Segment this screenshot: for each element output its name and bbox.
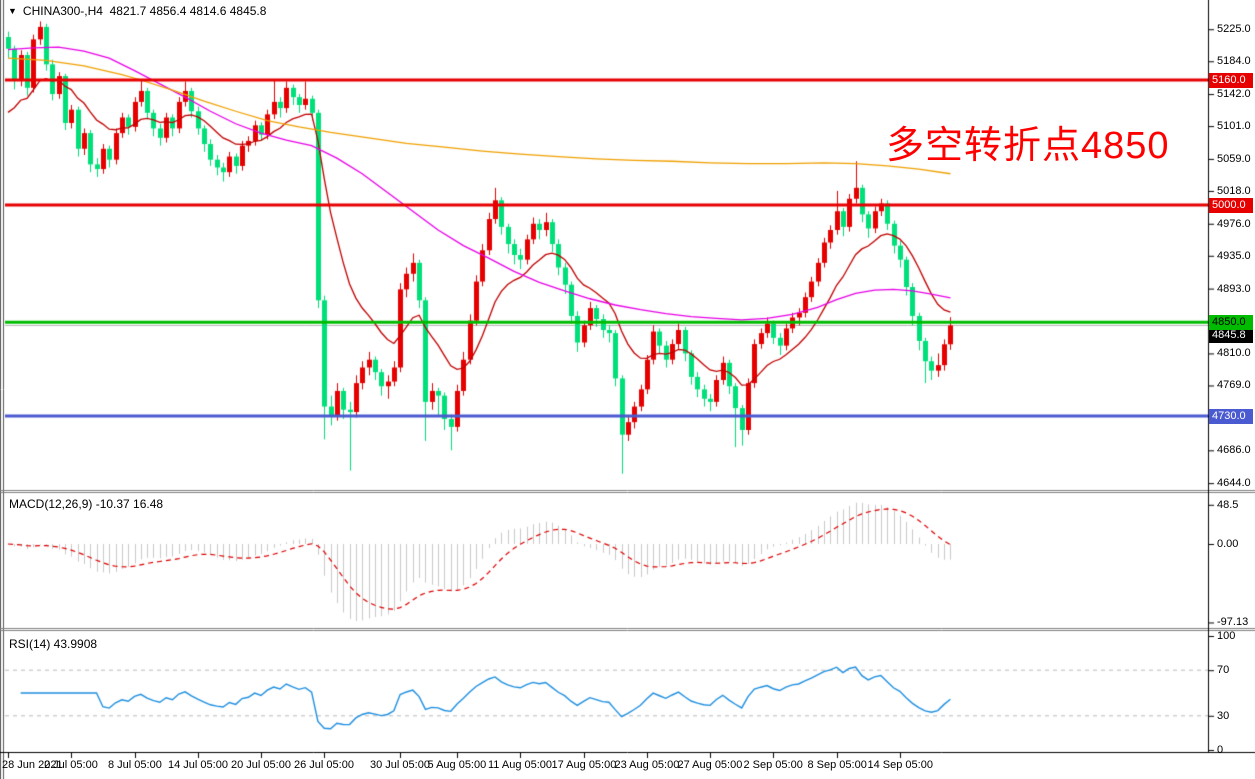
time-axis-label: 2 Sep 05:00: [743, 759, 803, 771]
y-axis-label: 5184.0: [1217, 55, 1251, 68]
macd-axis-label: 48.5: [1217, 498, 1239, 511]
y-axis-label: 4976.0: [1217, 217, 1251, 230]
price-level-badge-5160: 5160.0: [1209, 73, 1253, 88]
rsi-axis-label: 0: [1217, 744, 1224, 756]
annotation-text: 多空转折点4850: [886, 125, 1170, 167]
price-level-badge-4850: 4850.0: [1209, 315, 1253, 330]
time-axis-label: 11 Aug 05:00: [488, 759, 553, 771]
time-axis-label: 28 Jun 2021: [2, 759, 63, 771]
y-axis-label: 5225.0: [1217, 23, 1251, 36]
time-axis-label: 5 Aug 05:00: [427, 759, 487, 771]
time-axis-label: 14 Jul 05:00: [168, 759, 228, 771]
y-axis-label: 5059.0: [1217, 152, 1251, 165]
rsi-axis-label: 70: [1217, 664, 1230, 677]
ohlc-values: 4821.7 4856.4 4814.6 4845.8: [109, 4, 267, 18]
rsi-axis-label: 30: [1217, 709, 1230, 722]
y-axis-label: 4769.0: [1217, 379, 1251, 392]
time-axis-label: 8 Sep 05:00: [807, 759, 867, 771]
time-axis-label: 2 Jul 05:00: [44, 759, 98, 771]
y-axis-label: 4810.0: [1217, 347, 1251, 360]
y-axis-label: 5101.0: [1217, 120, 1251, 133]
y-axis-label: 4893.0: [1217, 282, 1251, 295]
price-level-badge-5000: 5000.0: [1209, 198, 1253, 213]
chevron-down-icon[interactable]: ▼: [8, 6, 17, 16]
price-level-badge-4730: 4730.0: [1209, 409, 1253, 424]
macd-axis-label: 0.00: [1217, 538, 1239, 550]
macd-indicator-label: MACD(12,26,9) -10.37 16.48: [9, 497, 164, 511]
time-axis-label: 27 Aug 05:00: [677, 759, 743, 771]
y-axis-label: 4644.0: [1217, 477, 1251, 490]
time-axis-label: 8 Jul 05:00: [108, 759, 162, 771]
current-price-badge: 4845.8: [1209, 328, 1253, 343]
rsi-indicator-label: RSI(14) 43.9908: [9, 637, 98, 651]
time-axis-label: 26 Jul 05:00: [294, 759, 354, 771]
y-axis-label: 5142.0: [1217, 88, 1251, 101]
symbol-period-label: CHINA300-,H4: [22, 4, 103, 18]
time-axis-label: 14 Sep 05:00: [867, 759, 933, 771]
macd-axis-label: -97.13: [1217, 616, 1249, 629]
rsi-axis-label: 100: [1217, 630, 1236, 642]
time-axis-label: 23 Aug 05:00: [614, 759, 680, 771]
y-axis-label: 4935.0: [1217, 249, 1251, 262]
time-axis-label: 17 Aug 05:00: [551, 759, 617, 771]
time-axis-label: 30 Jul 05:00: [370, 759, 430, 771]
time-axis-label: 20 Jul 05:00: [231, 759, 291, 771]
chart-header: ▼ CHINA300-,H4 4821.7 4856.4 4814.6 4845.…: [8, 4, 266, 18]
y-axis-label: 5018.0: [1217, 184, 1251, 197]
y-axis-label: 4686.0: [1217, 444, 1251, 457]
